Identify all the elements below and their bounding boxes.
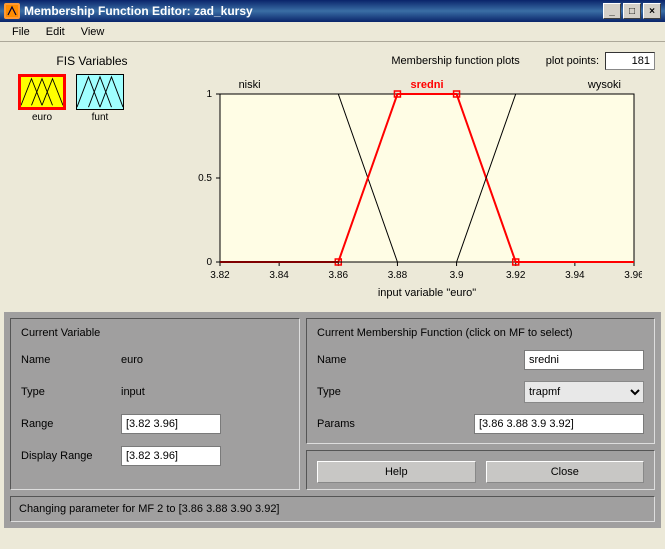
svg-text:sredni: sredni: [410, 79, 443, 91]
fis-variables-panel: FIS Variables euro f: [8, 50, 176, 306]
svg-text:3.94: 3.94: [565, 270, 585, 281]
plot-header-label: Membership function plots: [391, 55, 519, 67]
svg-text:3.84: 3.84: [269, 270, 289, 281]
svg-text:niski: niski: [239, 79, 261, 91]
status-text: Changing parameter for MF 2 to [3.86 3.8…: [19, 503, 280, 515]
var-range-label: Range: [21, 418, 121, 430]
menu-file[interactable]: File: [4, 24, 38, 40]
current-variable-panel: Current Variable Name euro Type input Ra…: [10, 318, 300, 490]
current-var-title: Current Variable: [21, 327, 289, 339]
minimize-button[interactable]: _: [603, 3, 621, 19]
var-display-range-label: Display Range: [21, 450, 121, 462]
current-mf-panel: Current Membership Function (click on MF…: [306, 318, 655, 444]
plot-panel: Membership function plots plot points: 0…: [180, 50, 657, 306]
fis-var-icon-funt: [76, 74, 124, 110]
mf-name-label: Name: [317, 354, 387, 366]
menu-bar: File Edit View: [0, 22, 665, 42]
window-buttons: _ □ ×: [603, 3, 661, 19]
mf-type-label: Type: [317, 386, 387, 398]
menu-view[interactable]: View: [73, 24, 113, 40]
menu-edit[interactable]: Edit: [38, 24, 73, 40]
svg-text:0.5: 0.5: [198, 173, 212, 184]
fis-var-euro[interactable]: euro: [18, 74, 66, 123]
close-window-button[interactable]: ×: [643, 3, 661, 19]
help-button[interactable]: Help: [317, 461, 476, 483]
mf-params-label: Params: [317, 418, 387, 430]
var-type-label: Type: [21, 386, 121, 398]
var-name-value: euro: [121, 354, 143, 366]
var-display-range-input[interactable]: [121, 446, 221, 466]
svg-text:3.9: 3.9: [450, 270, 464, 281]
mf-name-input[interactable]: [524, 350, 644, 370]
fis-var-label: euro: [18, 112, 66, 123]
app-icon: [4, 3, 20, 19]
fis-var-icon-euro: [18, 74, 66, 110]
plot-points-label: plot points:: [546, 55, 599, 67]
status-bar: Changing parameter for MF 2 to [3.86 3.8…: [10, 496, 655, 522]
current-mf-title: Current Membership Function (click on MF…: [317, 327, 644, 339]
plot-points-input[interactable]: [605, 52, 655, 70]
mf-params-input[interactable]: [474, 414, 644, 434]
var-range-input[interactable]: [121, 414, 221, 434]
svg-text:input variable "euro": input variable "euro": [378, 287, 476, 299]
svg-text:0: 0: [206, 257, 212, 268]
svg-text:3.92: 3.92: [506, 270, 526, 281]
mf-plot[interactable]: 0 0.5 1 3.82 3.84 3.86 3.88 3.9 3.92 3.94 3.96 nisk…: [182, 72, 642, 304]
window-title: Membership Function Editor: zad_kursy: [24, 4, 603, 18]
var-type-value: input: [121, 386, 145, 398]
close-button[interactable]: Close: [486, 461, 645, 483]
svg-text:3.88: 3.88: [388, 270, 408, 281]
svg-text:3.96: 3.96: [624, 270, 642, 281]
mf-type-select[interactable]: trapmf: [524, 381, 644, 403]
fis-var-label: funt: [76, 112, 124, 123]
svg-text:3.86: 3.86: [329, 270, 349, 281]
svg-text:wysoki: wysoki: [587, 79, 621, 91]
maximize-button[interactable]: □: [623, 3, 641, 19]
content-area: FIS Variables euro f: [0, 42, 665, 536]
svg-text:1: 1: [206, 89, 212, 100]
title-bar: Membership Function Editor: zad_kursy _ …: [0, 0, 665, 22]
svg-text:3.82: 3.82: [210, 270, 230, 281]
fis-title: FIS Variables: [12, 54, 172, 68]
var-name-label: Name: [21, 354, 121, 366]
fis-var-funt[interactable]: funt: [76, 74, 124, 123]
